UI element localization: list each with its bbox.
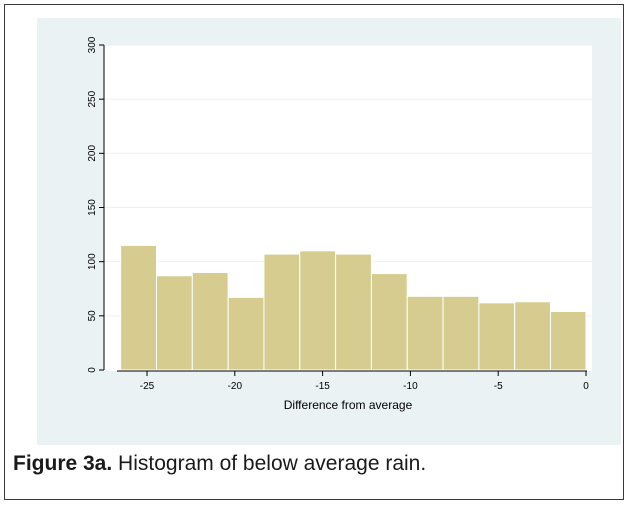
histogram-bar [335, 253, 372, 371]
caption-label: Figure 3a. [13, 452, 113, 475]
x-tick-label: -5 [494, 381, 503, 392]
histogram-bar [442, 295, 480, 371]
histogram-bar [406, 295, 444, 371]
x-tick-label: -10 [403, 381, 418, 392]
histogram-bar [478, 302, 516, 371]
x-tick-label: -15 [315, 381, 330, 392]
histogram-bar [299, 250, 337, 371]
histogram-bar [120, 244, 157, 371]
caption-text: Histogram of below average rain. [118, 452, 427, 475]
x-tick-label: 0 [583, 381, 589, 392]
histogram-bar [227, 296, 265, 371]
histogram-bar [514, 301, 552, 371]
x-tick-label: -25 [140, 381, 155, 392]
histogram-bar [370, 273, 408, 371]
histogram-bar [155, 275, 193, 371]
axes: 0 50 100 150 200 250 300 -25 -20 -15 -10 -5 0 [87, 36, 589, 392]
histogram-bar [550, 311, 587, 371]
y-tick-label: 0 [87, 367, 98, 373]
y-tick-label: 150 [87, 199, 98, 216]
y-tick-label: 100 [87, 253, 98, 270]
y-tick-label: 250 [87, 90, 98, 107]
x-tick-label: -20 [228, 381, 243, 392]
y-tick-label: 200 [87, 145, 98, 162]
y-tick-label: 50 [87, 310, 98, 322]
bars [120, 244, 587, 371]
y-tick-label: 300 [87, 36, 98, 53]
histogram-bar [263, 253, 301, 371]
figure-caption: Figure 3a. Histogram of below average ra… [13, 452, 426, 476]
histogram-bar [191, 272, 229, 371]
x-axis-label: Difference from average [284, 398, 413, 412]
